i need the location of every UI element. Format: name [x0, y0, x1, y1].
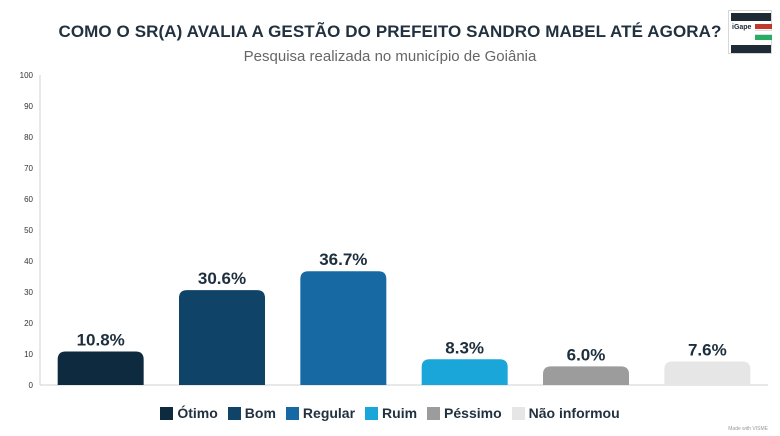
made-with-credit: Made with VISME: [728, 426, 768, 432]
y-tick-label: 10: [24, 350, 33, 359]
legend-item: Não informou: [511, 405, 620, 421]
legend-swatch: [285, 406, 299, 420]
legend-swatch: [427, 406, 441, 420]
logo-top-band: [731, 13, 771, 21]
logo-stripe-white: [755, 30, 772, 35]
bar-value-label: 7.6%: [688, 340, 727, 359]
y-tick-label: 90: [24, 102, 33, 111]
y-tick-label: 80: [24, 133, 33, 142]
legend-label: Bom: [244, 405, 276, 421]
bar-1: [57, 351, 144, 385]
legend-label: Ruim: [382, 405, 418, 421]
logo-stripe-green: [755, 35, 772, 40]
legend-label: Não informou: [528, 405, 620, 421]
legend-item: Ótimo: [160, 405, 218, 421]
legend-label: Ótimo: [177, 405, 218, 421]
y-tick-label: 70: [24, 164, 33, 173]
legend-swatch: [511, 406, 525, 420]
y-tick-label: 30: [24, 288, 33, 297]
y-tick-label: 100: [20, 71, 34, 80]
legend-swatch: [227, 406, 241, 420]
logo-stripe-red: [755, 24, 772, 29]
legend-label: Regular: [302, 405, 356, 421]
y-tick-label: 20: [24, 319, 33, 328]
bar-value-label: 30.6%: [198, 269, 246, 288]
bar-3: [300, 271, 387, 385]
bar-value-label: 8.3%: [445, 338, 484, 357]
legend-item: Péssimo: [427, 405, 502, 421]
logo-bottom-band: [731, 45, 771, 53]
legend-item: Regular: [285, 405, 356, 421]
bar-4: [421, 359, 508, 385]
y-tick-label: 0: [29, 381, 34, 390]
logo-text: iGape: [732, 24, 752, 31]
legend-item: Bom: [227, 405, 276, 421]
bar-value-label: 6.0%: [567, 345, 606, 364]
y-tick-label: 50: [24, 226, 33, 235]
legend-swatch: [365, 406, 379, 420]
bar-2: [179, 290, 265, 385]
igape-logo: iGape: [728, 10, 772, 54]
legend-item: Ruim: [365, 405, 417, 421]
bar-5: [543, 366, 629, 385]
legend-label: Péssimo: [444, 405, 502, 421]
bar-value-label: 36.7%: [319, 250, 367, 269]
y-tick-label: 40: [24, 257, 33, 266]
chart-subtitle: Pesquisa realizada no município de Goiân…: [243, 48, 537, 65]
legend-swatch: [160, 406, 174, 420]
chart-title: COMO O SR(A) AVALIA A GESTÃO DO PREFEITO…: [58, 22, 722, 41]
bar-6: [664, 361, 751, 385]
chart-legend: Ótimo Bom Regular Ruim Péssimo Não informou: [0, 405, 780, 421]
bar-value-label: 10.8%: [77, 331, 125, 350]
y-tick-label: 60: [24, 195, 33, 204]
